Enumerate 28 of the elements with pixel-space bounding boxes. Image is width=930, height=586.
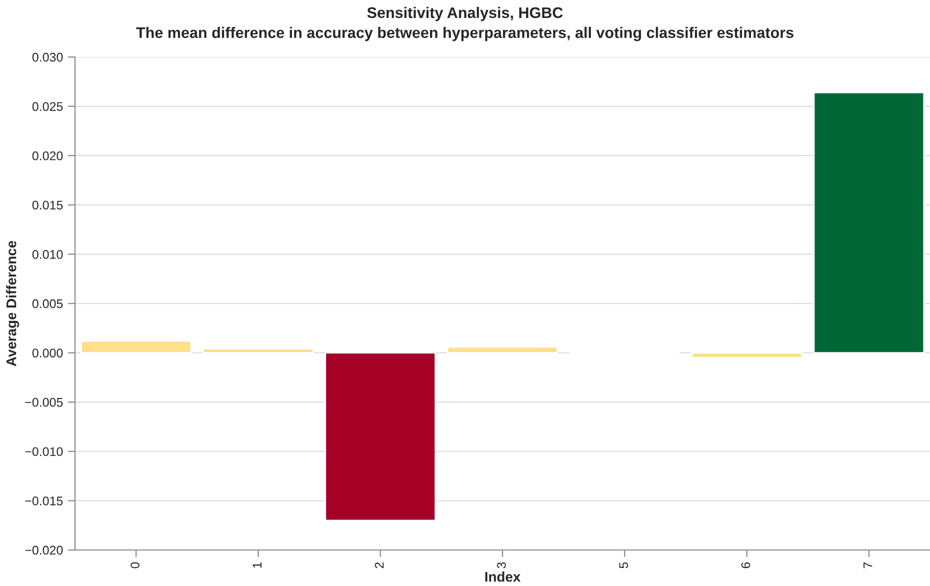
x-tick-label: 2 [374, 562, 384, 568]
y-tick-label: 0.010 [32, 250, 63, 259]
y-tick-label: 0.020 [32, 151, 63, 160]
y-tick-label: 0.015 [32, 200, 63, 210]
y-tick-label: −0.010 [25, 447, 63, 456]
bar [691, 352, 802, 358]
x-axis-title: Index [485, 572, 521, 582]
y-axis-title: Average Difference [6, 240, 20, 366]
x-tick-label: 3 [497, 562, 506, 568]
y-tick-label: 0.000 [32, 348, 63, 358]
chart-subtitle: The mean difference in accuracy between hyperparameters, all voting classifier estimators [136, 26, 794, 42]
chart-title: Sensitivity Analysis, HGBC [367, 6, 563, 22]
x-tick-label: 5 [619, 562, 628, 568]
y-tick-label: 0.025 [32, 102, 63, 111]
bar [446, 346, 558, 354]
y-tick-label: 0.005 [32, 299, 63, 308]
x-tick-label: 7 [864, 562, 872, 568]
x-tick-label: 6 [741, 562, 750, 568]
x-tick-label: 1 [252, 562, 262, 568]
x-tick-label: 0 [130, 562, 140, 568]
y-tick-label: −0.015 [25, 496, 63, 506]
bar [813, 92, 925, 354]
y-tick-label: −0.005 [25, 398, 63, 407]
y-tick-label: 0.030 [32, 52, 63, 62]
bar [80, 340, 192, 354]
y-tick-label: −0.020 [25, 546, 63, 555]
bar [324, 352, 436, 522]
bar [202, 348, 314, 354]
